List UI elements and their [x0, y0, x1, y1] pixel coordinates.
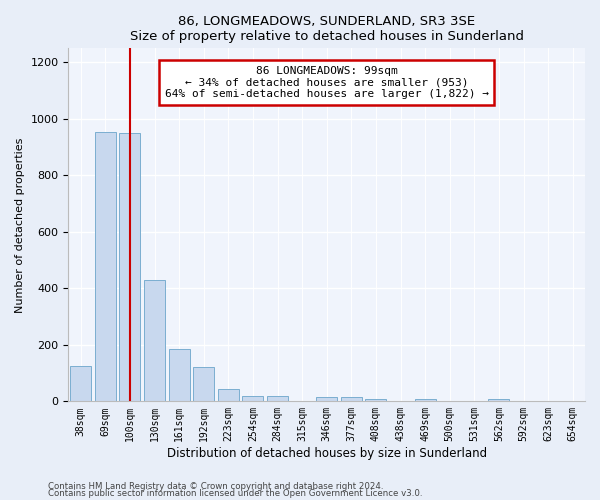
- Title: 86, LONGMEADOWS, SUNDERLAND, SR3 3SE
Size of property relative to detached house: 86, LONGMEADOWS, SUNDERLAND, SR3 3SE Siz…: [130, 15, 524, 43]
- Bar: [193, 368, 214, 402]
- Bar: [341, 397, 362, 402]
- Text: Contains HM Land Registry data © Crown copyright and database right 2024.: Contains HM Land Registry data © Crown c…: [48, 482, 383, 491]
- Bar: [95, 132, 116, 402]
- Bar: [488, 398, 509, 402]
- Text: 86 LONGMEADOWS: 99sqm
← 34% of detached houses are smaller (953)
64% of semi-det: 86 LONGMEADOWS: 99sqm ← 34% of detached …: [165, 66, 489, 99]
- Bar: [267, 396, 288, 402]
- Text: Contains public sector information licensed under the Open Government Licence v3: Contains public sector information licen…: [48, 490, 422, 498]
- Bar: [169, 349, 190, 402]
- Bar: [242, 396, 263, 402]
- Bar: [144, 280, 165, 402]
- Bar: [70, 366, 91, 402]
- Bar: [119, 133, 140, 402]
- X-axis label: Distribution of detached houses by size in Sunderland: Distribution of detached houses by size …: [167, 447, 487, 460]
- Bar: [415, 398, 436, 402]
- Bar: [316, 397, 337, 402]
- Bar: [365, 398, 386, 402]
- Y-axis label: Number of detached properties: Number of detached properties: [15, 137, 25, 312]
- Bar: [218, 388, 239, 402]
